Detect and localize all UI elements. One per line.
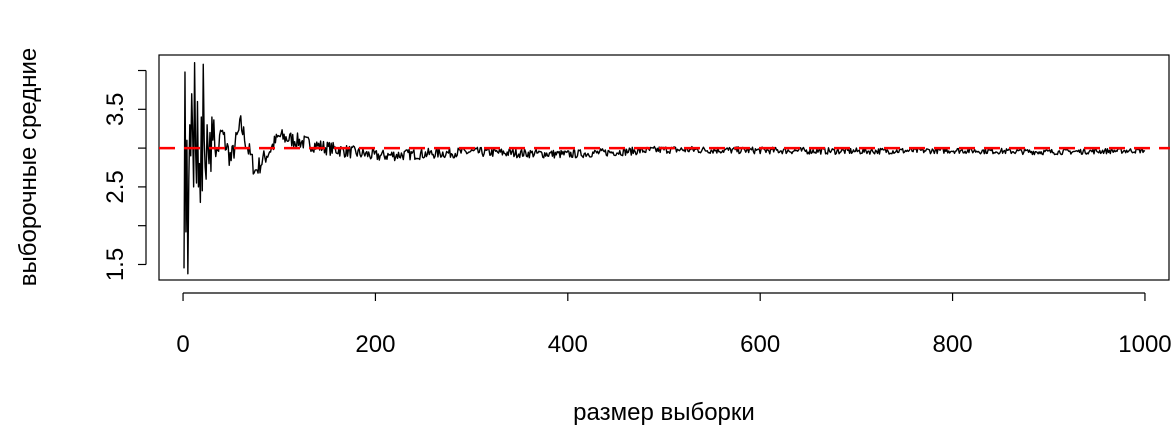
y-tick-label: 1.5: [102, 248, 129, 281]
x-axis-label: размер выборки: [573, 399, 755, 426]
y-axis: 1.5 2.5 3.5: [102, 69, 147, 281]
y-axis-label: выборочные средние: [15, 48, 42, 286]
x-axis: 0 200 400 600 800 1000: [176, 292, 1171, 358]
series-line: [183, 62, 1146, 275]
series-layer: [183, 62, 1146, 275]
x-tick-label: 1000: [1118, 331, 1171, 358]
plot-frame: [158, 54, 1170, 281]
y-tick-label: 3.5: [102, 93, 129, 126]
y-tick-label: 2.5: [102, 170, 129, 203]
x-tick-label: 400: [548, 331, 588, 358]
x-tick-label: 600: [740, 331, 780, 358]
x-tick-label: 800: [933, 331, 973, 358]
x-tick-label: 200: [355, 331, 395, 358]
x-tick-label: 0: [176, 331, 189, 358]
